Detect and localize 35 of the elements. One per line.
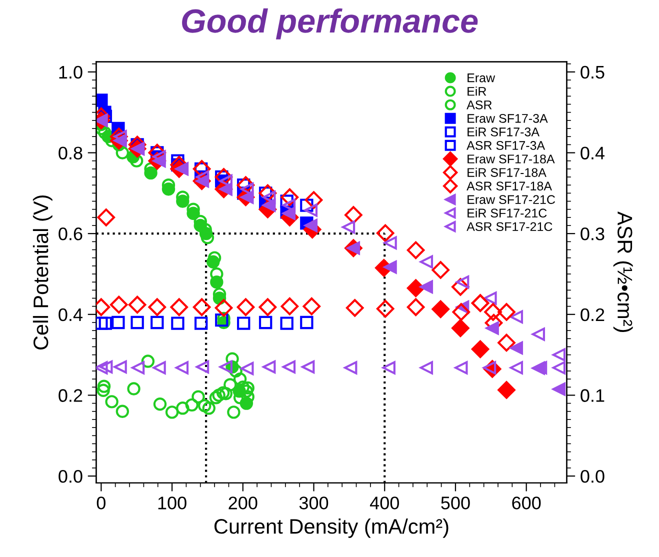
y-tick-label: 0.4 — [58, 308, 82, 322]
legend-label: EiR SF17-3A — [468, 127, 540, 136]
y2-tick-label: 0.4 — [580, 146, 605, 160]
chart-title: Good performance — [182, 8, 478, 40]
y-tick-label: 0.8 — [58, 146, 82, 160]
y-tick-label: 0.2 — [58, 389, 82, 402]
x-tick-label: 400 — [370, 496, 399, 510]
x-tick-label: 600 — [512, 496, 541, 510]
y2-tick-label: 0.3 — [580, 228, 604, 240]
x-tick-label: 300 — [299, 496, 328, 510]
legend-label: ASR SF17-3A — [466, 141, 546, 150]
y2-tick-label: 0.2 — [580, 308, 604, 322]
legend-label: Eraw — [468, 74, 496, 82]
x-axis-title: Current Density (mA/cm²) — [214, 518, 448, 538]
y-tick-label: 0.6 — [58, 228, 82, 240]
y-tick-label: 1.0 — [59, 66, 82, 79]
legend-label: Eraw SF17-3A — [468, 114, 548, 123]
legend-label: Eraw SF17-21C — [468, 195, 556, 204]
legend-label: EiR SF17-21C — [468, 208, 547, 218]
x-tick-label: 100 — [158, 496, 186, 510]
y2-axis-title: ASR (½•cm²) — [613, 211, 633, 332]
y2-tick-label: 0.5 — [580, 66, 604, 79]
y-tick-label: 0.0 — [58, 470, 82, 483]
y2-tick-label: 0.1 — [580, 389, 604, 402]
legend-label: ASR SF17-21C — [466, 222, 552, 232]
legend-label: ASR SF17-18A — [466, 182, 552, 190]
legend-label: Eraw SF17-18A — [468, 154, 555, 164]
x-tick-label: 0 — [96, 496, 106, 510]
x-tick-label: 200 — [228, 496, 258, 510]
y-axis-title: Cell Potential (V) — [32, 196, 52, 350]
y2-tick-label: 0.0 — [580, 470, 604, 483]
legend-label: EiR SF17-18A — [468, 168, 546, 177]
x-tick-label: 500 — [441, 496, 470, 510]
legend-label: ASR — [466, 100, 492, 110]
legend-label: EiR — [468, 86, 486, 96]
